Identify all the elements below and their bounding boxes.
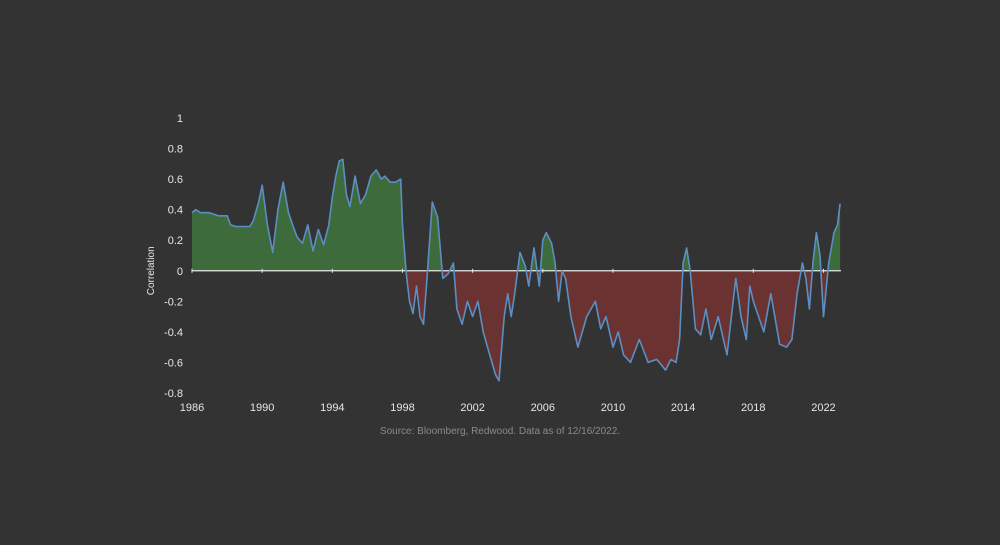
negative-area-1 bbox=[406, 270, 428, 325]
x-tick-label: 2022 bbox=[811, 402, 835, 414]
x-tick-label: 2010 bbox=[601, 402, 625, 414]
y-tick-label: 0.2 bbox=[168, 235, 183, 247]
y-tick-label: 0.4 bbox=[168, 205, 183, 217]
x-tick-label: 2014 bbox=[671, 402, 695, 414]
negative-area-13 bbox=[562, 270, 683, 371]
x-tick-label: 2002 bbox=[460, 402, 484, 414]
y-tick-label: 0 bbox=[177, 266, 183, 278]
negative-area-15 bbox=[690, 270, 802, 355]
x-tick-label: 1990 bbox=[250, 402, 274, 414]
x-tick-label: 2006 bbox=[531, 402, 555, 414]
area-fills bbox=[192, 159, 841, 381]
y-tick-label: 0.8 bbox=[168, 144, 183, 156]
y-tick-label: -0.6 bbox=[164, 357, 183, 369]
y-tick-label: 0.6 bbox=[168, 174, 183, 186]
x-tick-label: 1998 bbox=[390, 402, 414, 414]
positive-area-10 bbox=[540, 232, 556, 271]
positive-area-14 bbox=[682, 247, 691, 271]
negative-area-5 bbox=[453, 270, 518, 381]
y-tick-label: -0.8 bbox=[164, 388, 183, 400]
x-tick-label: 1986 bbox=[180, 402, 204, 414]
y-axis-title: Correlation bbox=[146, 246, 157, 295]
positive-area-0 bbox=[192, 159, 406, 271]
x-axis: 1986 1990 1994 1998 2002 2006 2010 2014 2018 2022 bbox=[180, 268, 836, 414]
y-tick-label: 1 bbox=[177, 113, 183, 125]
y-axis: 1 0.8 0.6 0.4 0.2 0 -0.2 -0.4 -0.6 -0.8 bbox=[164, 113, 183, 400]
positive-area-18 bbox=[812, 232, 821, 271]
source-note: Source: Bloomberg, Redwood. Data as of 1… bbox=[379, 426, 621, 437]
y-tick-label: -0.2 bbox=[164, 296, 183, 308]
x-tick-label: 1994 bbox=[320, 402, 344, 414]
correlation-series-line bbox=[191, 158, 841, 382]
y-tick-label: -0.4 bbox=[164, 327, 183, 339]
x-tick-label: 2018 bbox=[741, 402, 765, 414]
